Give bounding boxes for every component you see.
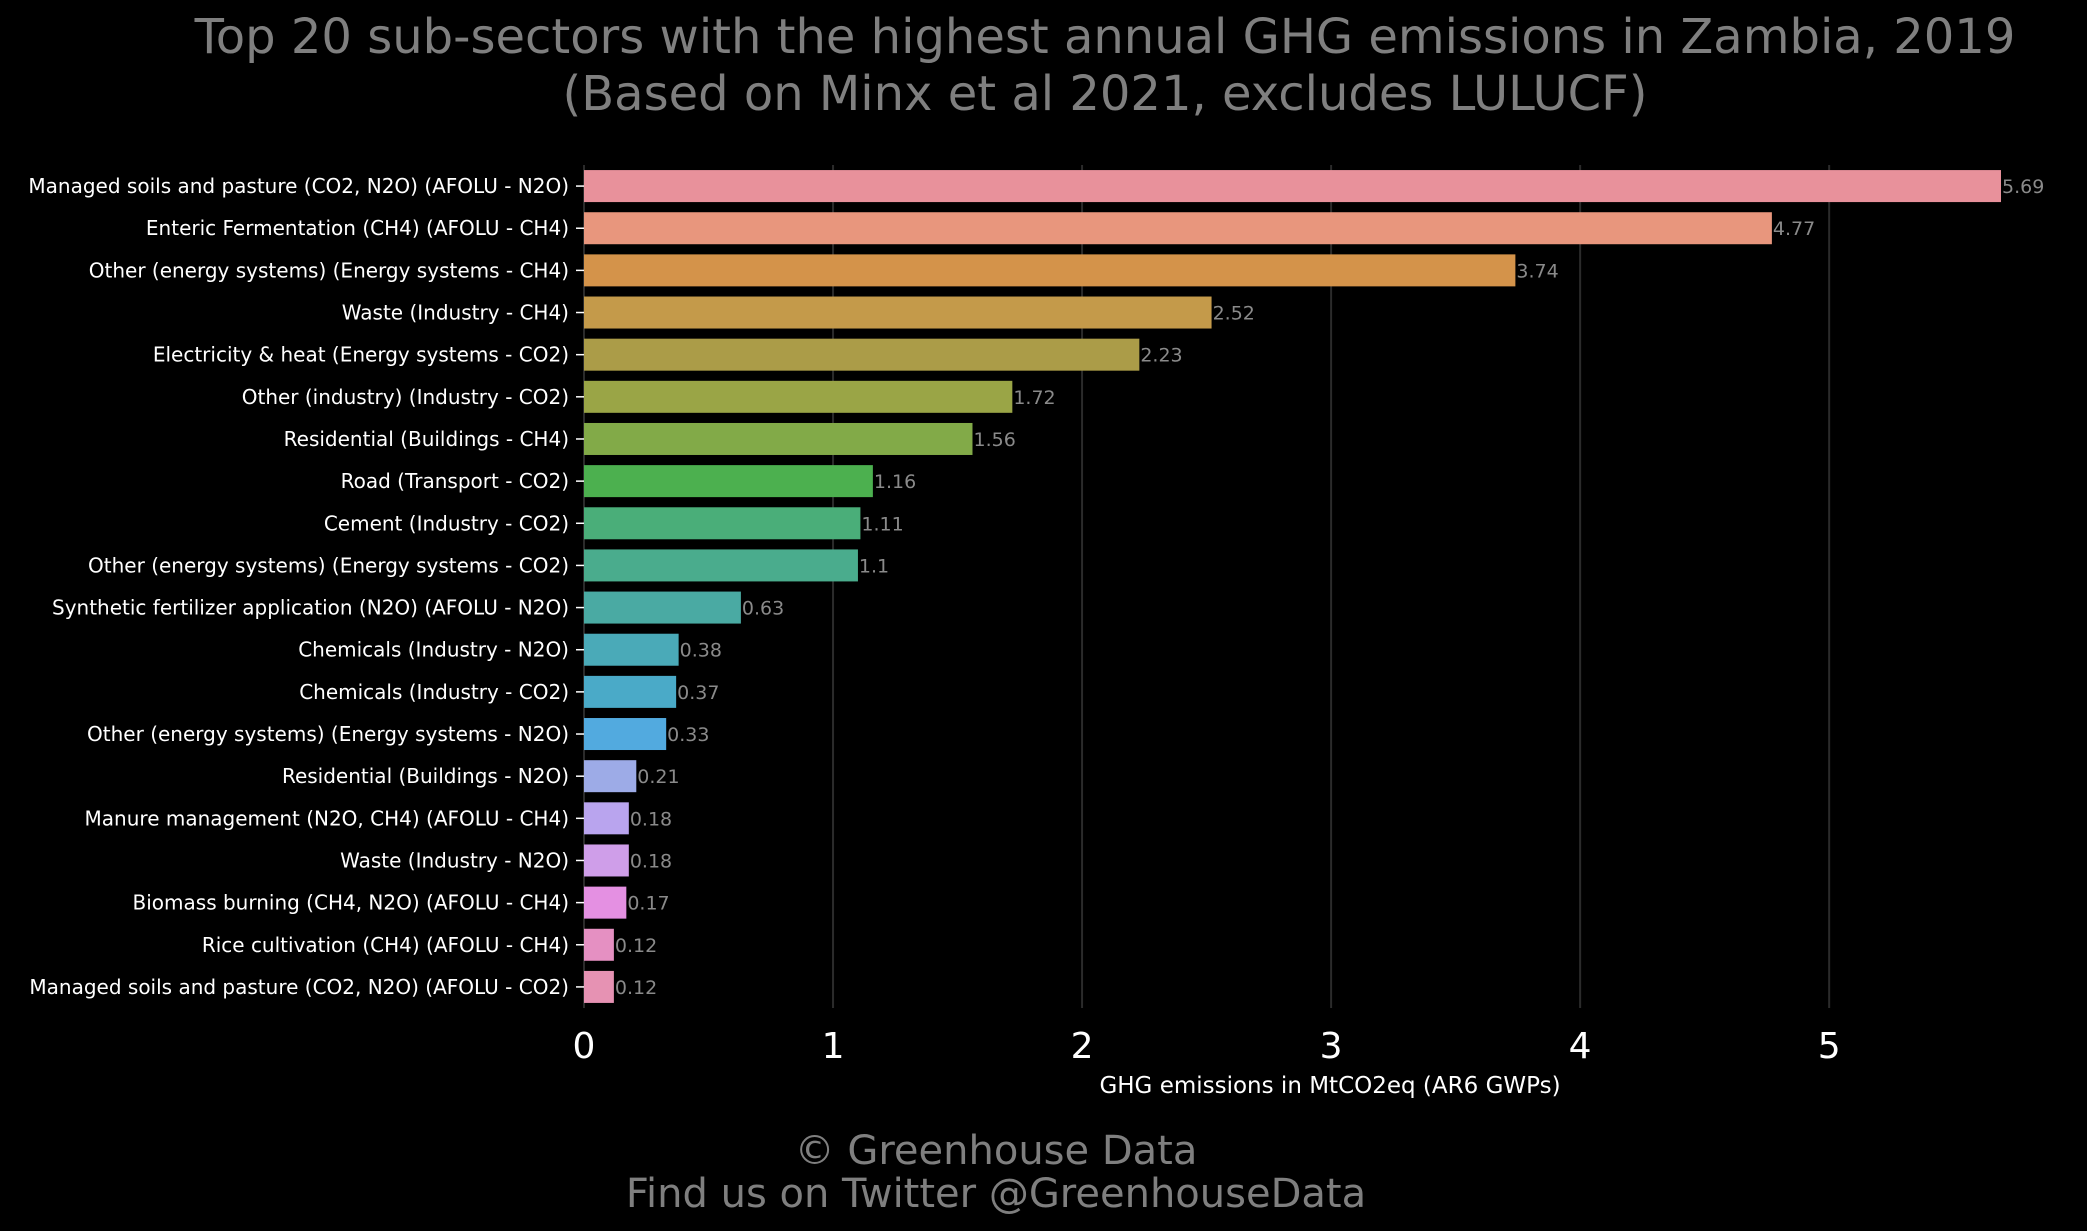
x-axis-label: GHG emissions in MtCO2eq (AR6 GWPs) <box>1099 1073 1560 1099</box>
value-label-9: 1.1 <box>859 555 889 577</box>
category-label-0: Managed soils and pasture (CO2, N2O) (AF… <box>28 174 569 198</box>
bar-18 <box>584 928 614 961</box>
value-label-11: 0.38 <box>680 640 722 662</box>
bar-0 <box>584 170 2001 203</box>
category-label-16: Waste (Industry - N2O) <box>340 848 569 872</box>
x-tick-label-2: 2 <box>1071 1026 1094 1067</box>
bar-4 <box>584 338 1140 371</box>
category-label-1: Enteric Fermentation (CH4) (AFOLU - CH4) <box>146 216 569 240</box>
value-label-19: 0.12 <box>615 977 657 999</box>
category-label-3: Waste (Industry - CH4) <box>342 301 569 325</box>
bar-5 <box>584 380 1013 413</box>
value-label-6: 1.56 <box>973 429 1015 451</box>
chart-title: Top 20 sub-sectors with the highest annu… <box>194 9 2016 65</box>
value-label-2: 3.74 <box>1516 260 1558 282</box>
category-label-18: Rice cultivation (CH4) (AFOLU - CH4) <box>202 933 569 957</box>
value-label-8: 1.11 <box>861 513 903 535</box>
value-label-7: 1.16 <box>874 471 916 493</box>
category-label-8: Cement (Industry - CO2) <box>324 511 569 535</box>
value-label-13: 0.33 <box>667 724 709 746</box>
bar-13 <box>584 718 667 751</box>
bar-16 <box>584 844 629 877</box>
category-label-12: Chemicals (Industry - CO2) <box>299 680 569 704</box>
bar-17 <box>584 886 627 919</box>
chart-subtitle: (Based on Minx et al 2021, excludes LULU… <box>563 66 1648 122</box>
bar-1 <box>584 212 1772 245</box>
bar-15 <box>584 802 629 835</box>
category-label-2: Other (energy systems) (Energy systems -… <box>89 258 569 282</box>
category-label-7: Road (Transport - CO2) <box>341 469 569 493</box>
value-label-18: 0.12 <box>615 935 657 957</box>
category-label-11: Chemicals (Industry - N2O) <box>298 638 569 662</box>
value-label-4: 2.23 <box>1140 345 1182 367</box>
value-label-15: 0.18 <box>630 808 672 830</box>
category-label-5: Other (industry) (Industry - CO2) <box>242 385 569 409</box>
footer-twitter: Find us on Twitter @GreenhouseData <box>626 1171 1366 1217</box>
bars: 5.69 4.77 3.74 2.52 2.23 1.72 1.56 1.16 1.11 1.1 0… <box>584 170 2044 1003</box>
value-label-12: 0.37 <box>677 682 719 704</box>
x-tick-label-4: 4 <box>1569 1026 1592 1067</box>
category-label-4: Electricity & heat (Energy systems - CO2… <box>153 343 569 367</box>
category-label-17: Biomass burning (CH4, N2O) (AFOLU - CH4) <box>133 891 569 915</box>
category-labels: Managed soils and pasture (CO2, N2O) (AF… <box>28 174 584 999</box>
bar-11 <box>584 633 679 666</box>
value-label-17: 0.17 <box>627 893 669 915</box>
bar-14 <box>584 760 637 793</box>
value-label-0: 5.69 <box>2002 176 2044 198</box>
bar-9 <box>584 549 858 582</box>
value-label-5: 1.72 <box>1013 387 1055 409</box>
value-label-10: 0.63 <box>742 598 784 620</box>
bar-2 <box>584 254 1516 287</box>
category-label-19: Managed soils and pasture (CO2, N2O) (AF… <box>29 975 569 999</box>
category-label-15: Manure management (N2O, CH4) (AFOLU - CH… <box>85 806 569 830</box>
value-label-16: 0.18 <box>630 850 672 872</box>
bar-10 <box>584 591 741 624</box>
category-label-14: Residential (Buildings - N2O) <box>282 764 569 788</box>
value-label-14: 0.21 <box>637 766 679 788</box>
bar-7 <box>584 465 873 498</box>
bar-6 <box>584 422 973 455</box>
x-tick-label-3: 3 <box>1320 1026 1343 1067</box>
bar-12 <box>584 675 677 708</box>
x-tick-label-0: 0 <box>573 1026 596 1067</box>
footer-copyright: © Greenhouse Data <box>795 1128 1198 1174</box>
category-label-6: Residential (Buildings - CH4) <box>284 427 569 451</box>
grid-lines <box>583 165 1831 1008</box>
x-tick-label-5: 5 <box>1818 1026 1841 1067</box>
bar-19 <box>584 970 614 1003</box>
x-tick-label-1: 1 <box>822 1026 845 1067</box>
value-label-1: 4.77 <box>1773 218 1815 240</box>
category-label-13: Other (energy systems) (Energy systems -… <box>87 722 569 746</box>
value-label-3: 2.52 <box>1213 303 1255 325</box>
x-axis-ticks: 0 1 2 3 4 5 <box>573 1026 1841 1067</box>
bar-3 <box>584 296 1212 329</box>
category-label-10: Synthetic fertilizer application (N2O) (… <box>52 596 569 620</box>
category-label-9: Other (energy systems) (Energy systems -… <box>88 553 569 577</box>
bar-8 <box>584 507 861 540</box>
